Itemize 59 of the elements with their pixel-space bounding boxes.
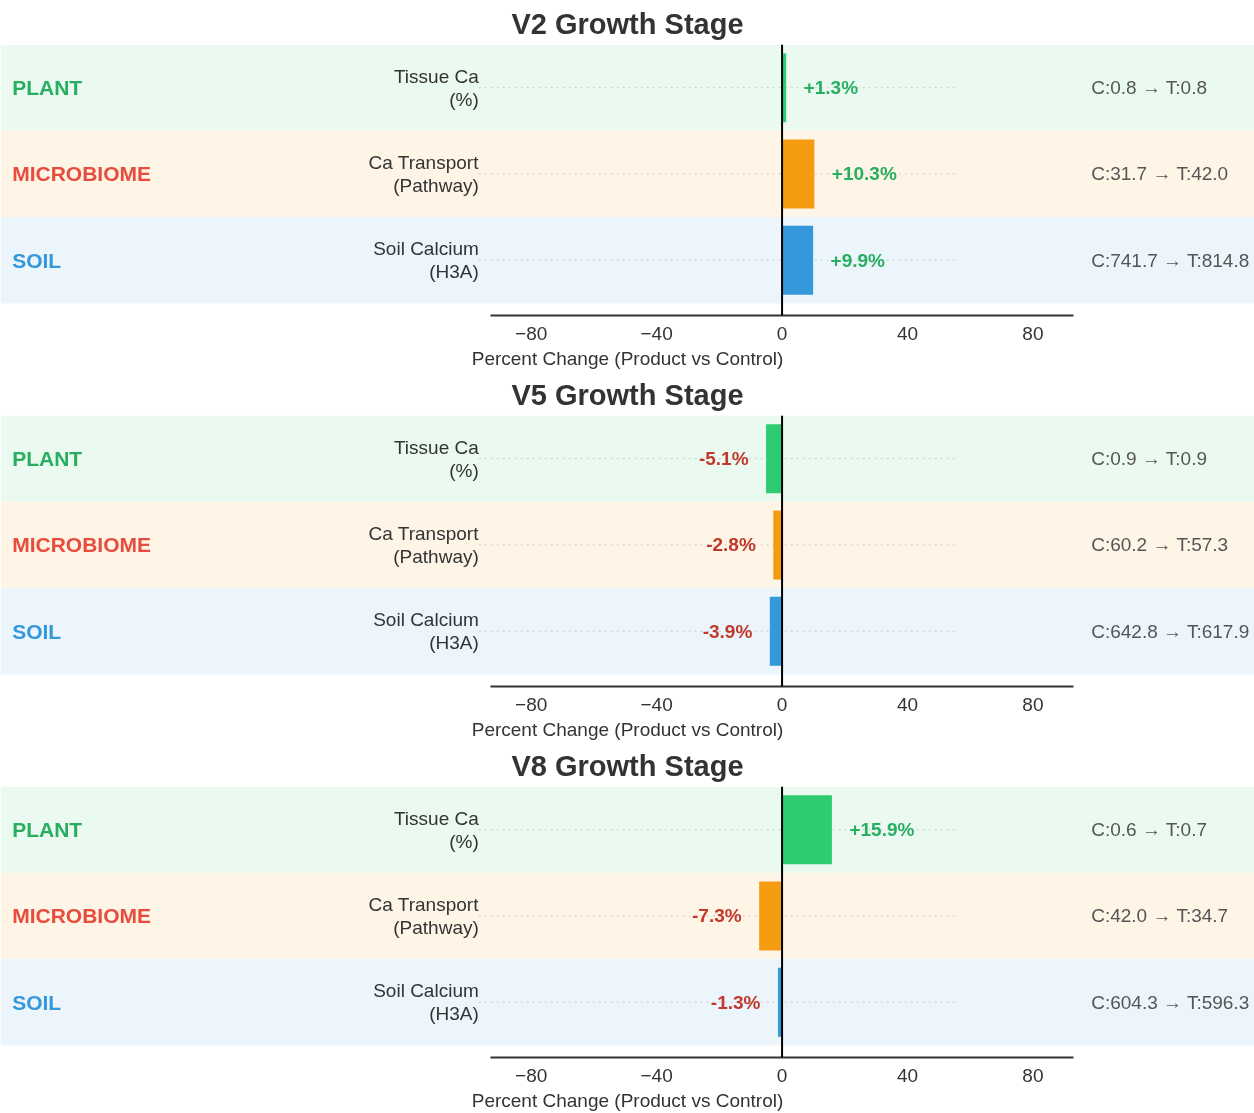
y-tick-label: Tissue Ca (%) xyxy=(393,436,480,481)
text: C:0.8 → T:0.8 xyxy=(1091,77,1208,99)
chart-title: V8 Growth Stage xyxy=(511,749,744,782)
x-tick-label: 40 xyxy=(896,693,919,715)
chart-title: V2 Growth Stage xyxy=(511,7,744,40)
band-label: MICROBIOME xyxy=(12,533,151,557)
y-tick-label: Soil Calcium (H3A) xyxy=(373,980,479,1025)
x-tick-label: 80 xyxy=(1022,322,1044,344)
band-label: SOIL xyxy=(12,990,62,1014)
text: C:604.3 → T:596.3 xyxy=(1091,991,1250,1013)
chart-title: V5 Growth Stage xyxy=(511,378,744,411)
bar xyxy=(782,225,814,295)
band-label: PLANT xyxy=(12,818,83,842)
x-axis-title: Percent Change (Product vs Control) xyxy=(471,1089,784,1111)
x-axis-title: Percent Change (Product vs Control) xyxy=(471,347,784,369)
x-tick-label: −40 xyxy=(640,322,673,344)
x-tick-label: 40 xyxy=(896,1064,919,1086)
text: C:60.2 → T:57.3 xyxy=(1091,534,1229,556)
band-label: PLANT xyxy=(12,447,83,471)
x-tick-label: 0 xyxy=(776,693,788,715)
band-label: PLANT xyxy=(12,76,83,100)
text: C:42.0 → T:34.7 xyxy=(1091,905,1229,927)
data-label: +9.9% xyxy=(830,249,886,271)
x-tick-label: −40 xyxy=(640,693,673,715)
y-tick-label: Ca Transport (Pathway) xyxy=(368,151,480,197)
band-label: MICROBIOME xyxy=(12,904,151,928)
data-label: -7.3% xyxy=(692,905,742,927)
text: C:0.9 → T:0.9 xyxy=(1091,448,1208,470)
text: C:31.7 → T:42.0 xyxy=(1091,163,1229,185)
y-tick-label: Soil Calcium (H3A) xyxy=(373,238,479,283)
data-label: -1.3% xyxy=(710,991,761,1013)
x-tick-label: −80 xyxy=(515,322,548,344)
band-label: SOIL xyxy=(12,619,62,643)
y-tick-label: Tissue Ca (%) xyxy=(393,807,480,852)
x-tick-label: 80 xyxy=(1022,1064,1044,1086)
x-tick-label: 0 xyxy=(776,1064,788,1086)
band-label: SOIL xyxy=(12,248,62,272)
y-tick-label: Ca Transport (Pathway) xyxy=(368,893,480,939)
data-label: +15.9% xyxy=(849,819,915,841)
data-label: +10.3% xyxy=(831,163,897,185)
x-tick-label: 80 xyxy=(1022,693,1044,715)
data-label: -3.9% xyxy=(702,620,753,642)
y-tick-label: Soil Calcium (H3A) xyxy=(373,609,479,654)
band-label: MICROBIOME xyxy=(12,162,151,186)
x-tick-label: −80 xyxy=(515,693,548,715)
y-tick-label: Ca Transport (Pathway) xyxy=(368,522,480,568)
x-tick-label: −40 xyxy=(640,1064,673,1086)
x-tick-label: 40 xyxy=(896,322,919,344)
bar xyxy=(782,139,815,209)
x-tick-label: −80 xyxy=(515,1064,548,1086)
x-axis-title: Percent Change (Product vs Control) xyxy=(471,718,784,740)
text: C:0.6 → T:0.7 xyxy=(1091,819,1208,841)
x-tick-label: 0 xyxy=(776,322,788,344)
text: C:741.7 → T:814.8 xyxy=(1091,249,1250,271)
text: C:642.8 → T:617.9 xyxy=(1091,620,1250,642)
data-label: +1.3% xyxy=(803,77,859,99)
y-tick-label: Tissue Ca (%) xyxy=(393,65,480,110)
data-label: -5.1% xyxy=(698,448,749,470)
data-label: -2.8% xyxy=(706,534,756,556)
